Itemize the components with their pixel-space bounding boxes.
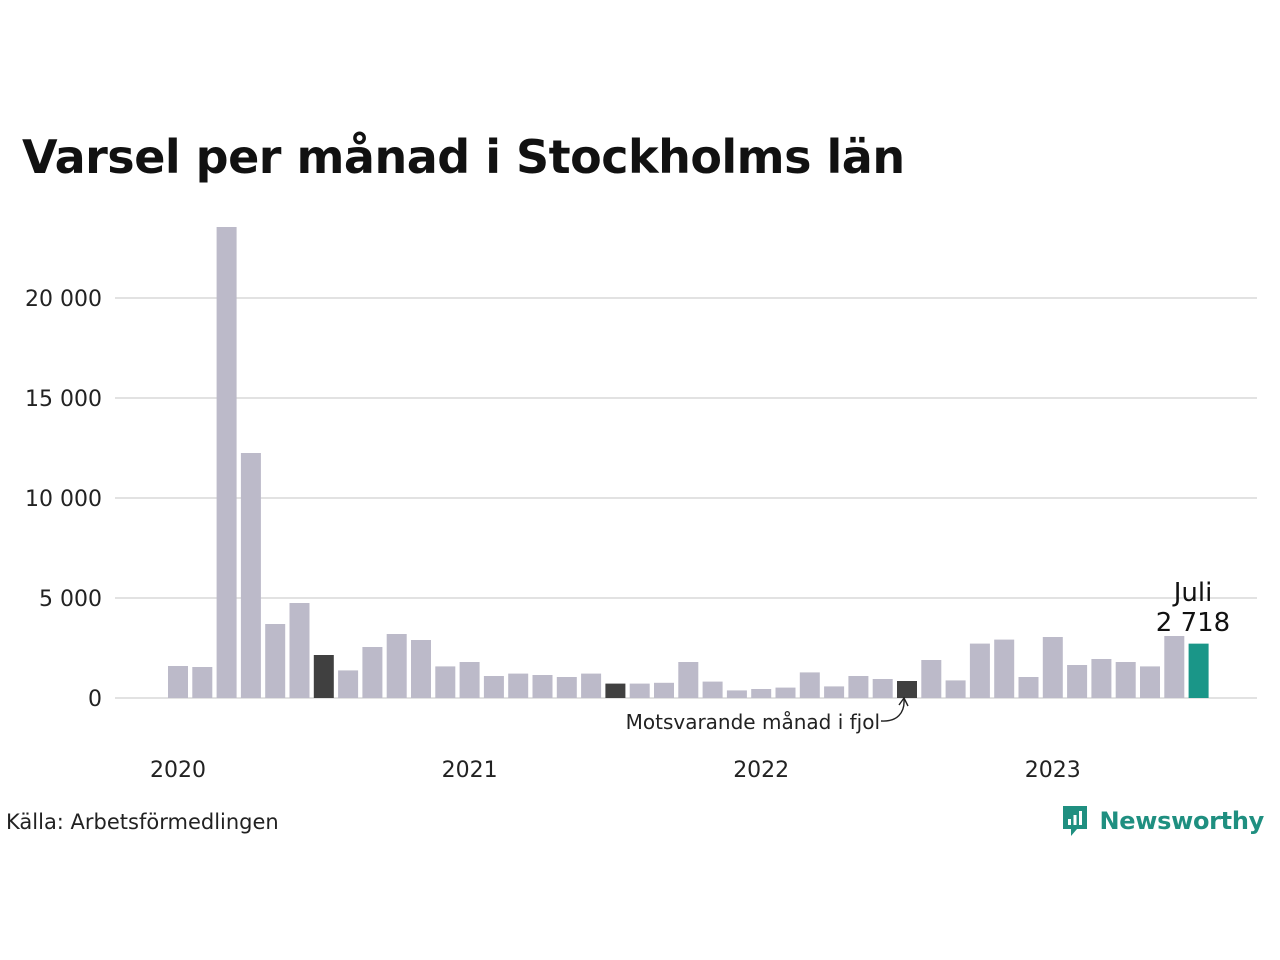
bar-2021-09 [654,682,674,698]
x-axis-labels: 2020 2021 2022 2023 [150,758,1081,783]
bar-2022-08 [921,660,942,698]
bar-2020-01 [168,666,188,698]
bar-2021-02 [483,676,504,698]
y-tick-label: 20 000 [25,287,102,312]
bar-2023-07 [1188,643,1209,698]
bar-2020-05 [265,624,286,698]
bar-2020-10 [386,634,407,698]
bar-2021-05 [556,677,577,698]
bar-2022-07 [897,681,917,698]
bar-2020-07 [313,655,334,698]
previous-year-arrowhead [898,696,909,707]
bar-2021-12 [726,690,747,698]
bar-2020-06 [289,603,310,698]
y-tick-label: 15 000 [25,387,102,412]
bar-2022-04 [824,686,845,698]
bar-2023-04 [1115,662,1136,698]
bar-2021-01 [459,662,480,698]
bar-2023-05 [1140,666,1160,698]
bar-2020-02 [192,667,213,698]
current-value-label: 2 718 [1156,608,1230,638]
x-tick-label: 2020 [150,758,206,783]
brand[interactable]: Newsworthy [1061,804,1264,838]
x-tick-label: 2021 [442,758,498,783]
chart-title: Varsel per månad i Stockholms län [22,130,905,184]
bar-2023-01 [1042,637,1063,698]
bar-2023-02 [1067,665,1088,698]
bar-2023-06 [1164,636,1185,698]
bar-2021-04 [532,675,553,698]
x-tick-label: 2023 [1025,758,1081,783]
bar-2020-04 [240,453,261,698]
bars [168,227,1209,698]
annotations: Juli 2 718 Motsvarande månad i fjol [626,578,1231,734]
bar-2022-06 [872,679,893,698]
bar-2022-09 [945,680,966,698]
bar-2022-03 [799,672,820,698]
bar-2020-09 [362,647,383,698]
bar-2021-03 [508,673,529,698]
bar-2021-07 [605,683,626,698]
bar-2023-03 [1091,659,1112,698]
bar-2021-08 [629,683,650,698]
bar-2020-08 [338,670,359,698]
bar-2022-11 [994,639,1015,698]
x-tick-label: 2022 [733,758,789,783]
bar-2021-10 [678,662,699,698]
y-tick-label: 0 [88,687,102,712]
newsworthy-logo-icon [1063,806,1088,836]
bar-2022-05 [848,676,869,698]
bar-2022-01 [751,689,772,698]
bar-2020-12 [435,666,456,698]
brand-name: Newsworthy [1099,807,1264,835]
previous-year-arrow [880,698,905,722]
bar-2021-11 [702,681,723,698]
bar-2022-12 [1018,677,1039,698]
bar-2020-03 [216,227,237,698]
y-axis-labels: 0 5 000 10 000 15 000 20 000 [25,287,102,712]
y-tick-label: 5 000 [39,587,102,612]
bar-2021-06 [581,673,602,698]
current-month-label: Juli [1172,578,1213,608]
bar-2022-02 [775,687,796,698]
bar-2020-11 [411,640,431,698]
grid-lines [115,297,1257,699]
previous-year-note: Motsvarande månad i fjol [626,710,880,734]
bar-2022-10 [969,643,990,698]
y-tick-label: 10 000 [25,487,102,512]
source-note: Källa: Arbetsförmedlingen [6,810,279,834]
